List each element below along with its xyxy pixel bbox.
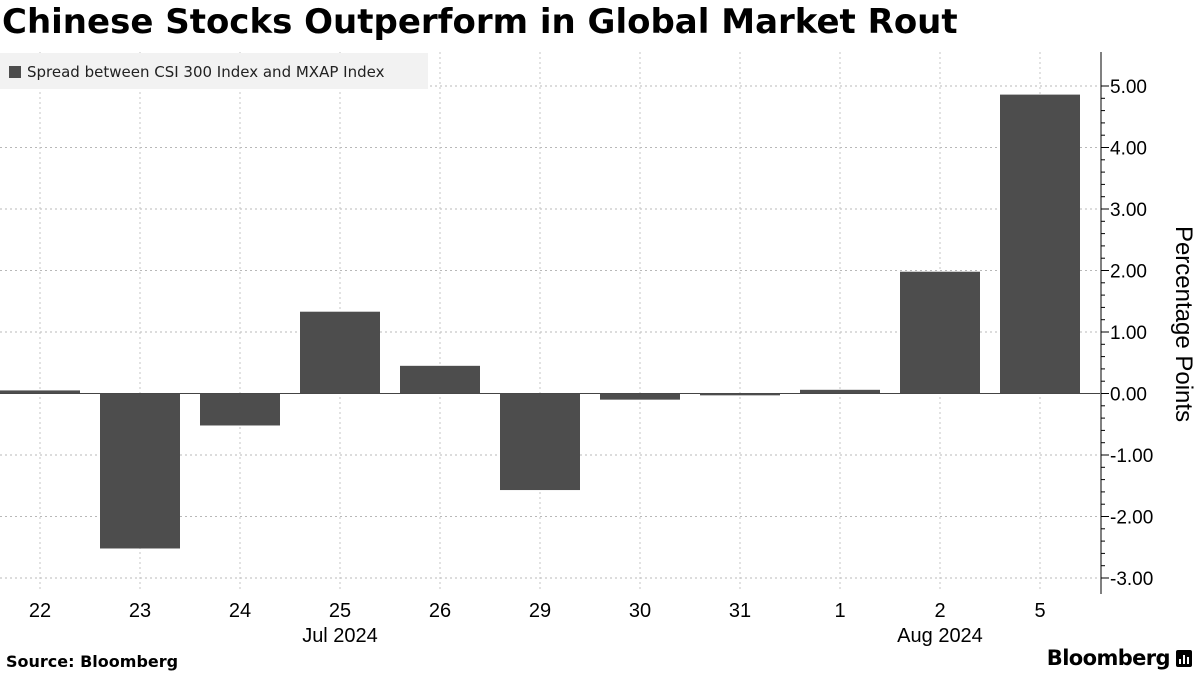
y-tick-label: -1.00 [1110, 446, 1153, 467]
y-tick-label: 0.00 [1110, 385, 1147, 406]
bar [400, 365, 480, 394]
bar [800, 389, 880, 394]
x-tick-label: 5 [1034, 600, 1045, 622]
x-tick-label: 24 [229, 600, 251, 622]
brand-name: Bloomberg [1046, 646, 1171, 670]
y-tick-label: -2.00 [1110, 508, 1153, 529]
axis-layer: 5.00 4.00 3.00 2.00 1.00 0.00 -1.00 -2.00 -3.00 2… [29, 52, 1197, 647]
x-tick-label: 1 [834, 600, 845, 622]
legend-background [0, 53, 428, 89]
bloomberg-chart-icon [1176, 649, 1192, 667]
bar [0, 390, 80, 394]
x-tick-label: 23 [129, 600, 151, 622]
x-tick-label: 22 [29, 600, 51, 622]
y-tick-label: 2.00 [1110, 262, 1147, 283]
chart-title: Chinese Stocks Outperform in Global Mark… [2, 2, 958, 42]
x-tick-label: 30 [629, 600, 651, 622]
y-tick-label: 1.00 [1110, 323, 1147, 344]
x-tick-label: 26 [429, 600, 451, 622]
x-tick-label: 31 [729, 600, 751, 622]
x-tick-label: 29 [529, 600, 551, 622]
bar [1000, 94, 1080, 394]
bar [900, 271, 980, 394]
bar [300, 311, 380, 394]
y-axis-title: Percentage Points [1170, 226, 1197, 422]
y-tick-label: 4.00 [1110, 139, 1147, 160]
x-month-label: Aug 2024 [897, 625, 983, 647]
y-tick-label: 3.00 [1110, 200, 1147, 221]
y-tick-label: 5.00 [1110, 77, 1147, 98]
bar [200, 393, 280, 426]
bloomberg-logo: Bloomberg [1047, 646, 1192, 670]
bar [500, 393, 580, 491]
x-tick-label: 2 [934, 600, 945, 622]
y-tick-label: -3.00 [1110, 569, 1153, 590]
x-month-label: Jul 2024 [302, 625, 378, 647]
bar [700, 393, 780, 396]
source-note: Source: Bloomberg [6, 652, 179, 671]
legend-label: Spread between CSI 300 Index and MXAP In… [27, 63, 385, 81]
x-tick-label: 25 [329, 600, 351, 622]
bar [600, 393, 680, 400]
bars-layer [0, 94, 1080, 549]
bar [100, 393, 180, 549]
legend: Spread between CSI 300 Index and MXAP In… [0, 53, 428, 89]
legend-swatch [9, 66, 21, 78]
